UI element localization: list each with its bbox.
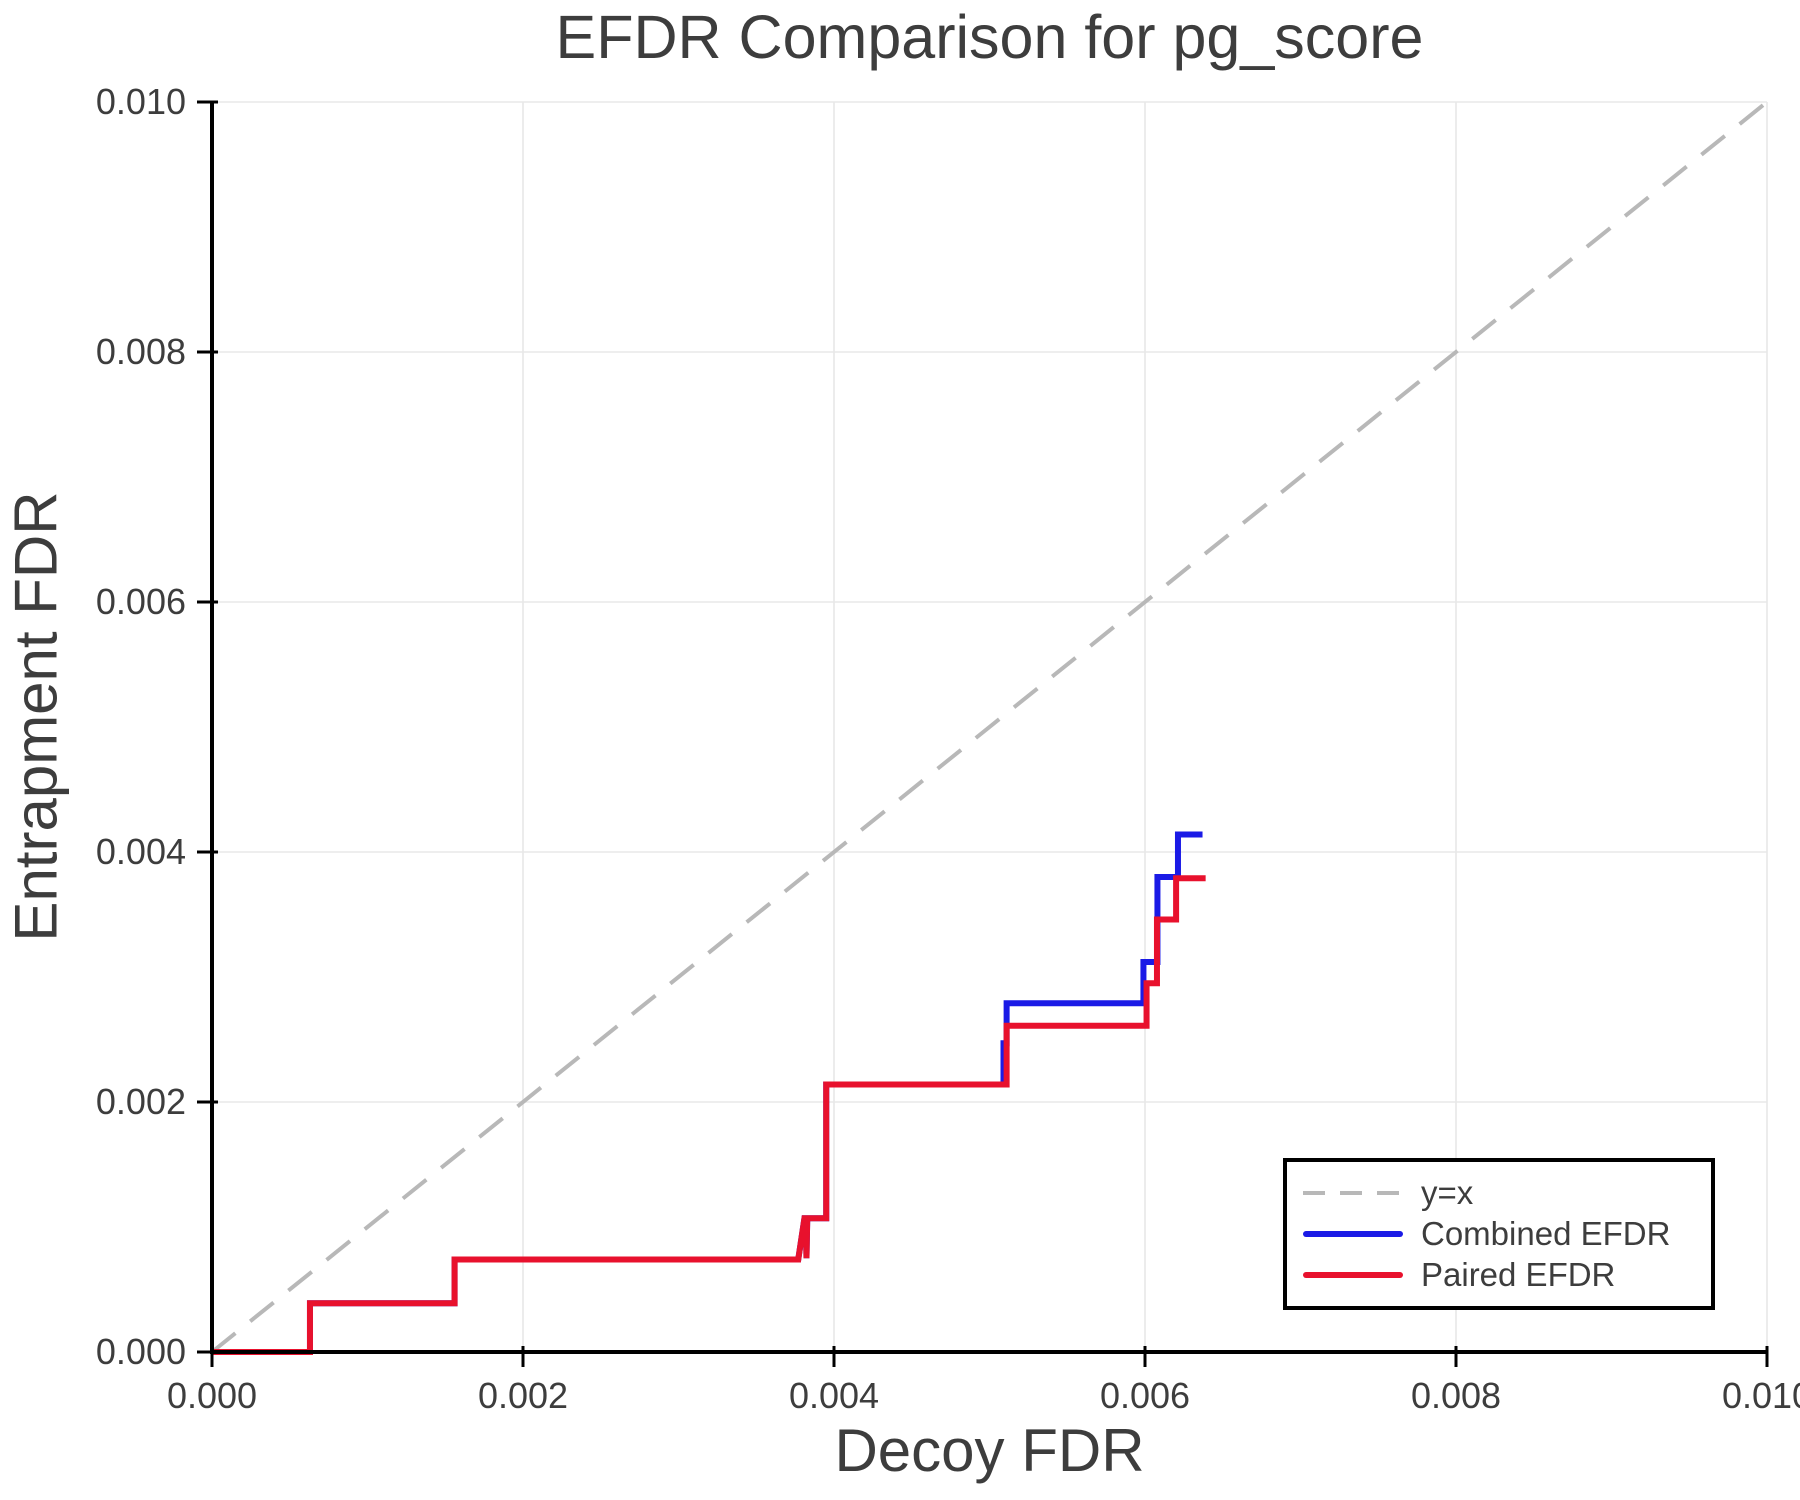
red-line-sample-icon [1303, 1272, 1403, 1278]
svg-text:0.004: 0.004 [96, 831, 186, 872]
svg-text:0.000: 0.000 [96, 1331, 186, 1372]
legend-item-identity-line: y=x [1303, 1174, 1711, 1212]
blue-line-sample-icon [1303, 1231, 1403, 1237]
svg-text:0.008: 0.008 [96, 331, 186, 372]
svg-text:0.006: 0.006 [1100, 1375, 1190, 1416]
legend: y=x Combined EFDR Paired EFDR [1283, 1158, 1715, 1310]
svg-text:0.008: 0.008 [1411, 1375, 1501, 1416]
svg-text:0.002: 0.002 [478, 1375, 568, 1416]
legend-label: Combined EFDR [1421, 1215, 1671, 1252]
svg-text:0.006: 0.006 [96, 581, 186, 622]
chart-title: EFDR Comparison for pg_score [555, 3, 1424, 71]
x-axis-label: Decoy FDR [834, 1417, 1145, 1484]
dashed-line-sample-icon [1303, 1191, 1403, 1195]
svg-text:0.002: 0.002 [96, 1081, 186, 1122]
legend-label: y=x [1421, 1174, 1474, 1211]
svg-text:0.000: 0.000 [167, 1375, 257, 1416]
legend-label: Paired EFDR [1421, 1256, 1616, 1293]
y-axis-label: Entrapment FDR [2, 491, 70, 942]
svg-text:0.010: 0.010 [96, 81, 186, 122]
legend-item-paired-efdr: Paired EFDR [1303, 1256, 1711, 1294]
legend-item-combined-efdr: Combined EFDR [1303, 1215, 1711, 1253]
svg-text:0.004: 0.004 [789, 1375, 879, 1416]
svg-text:0.010: 0.010 [1722, 1375, 1800, 1416]
